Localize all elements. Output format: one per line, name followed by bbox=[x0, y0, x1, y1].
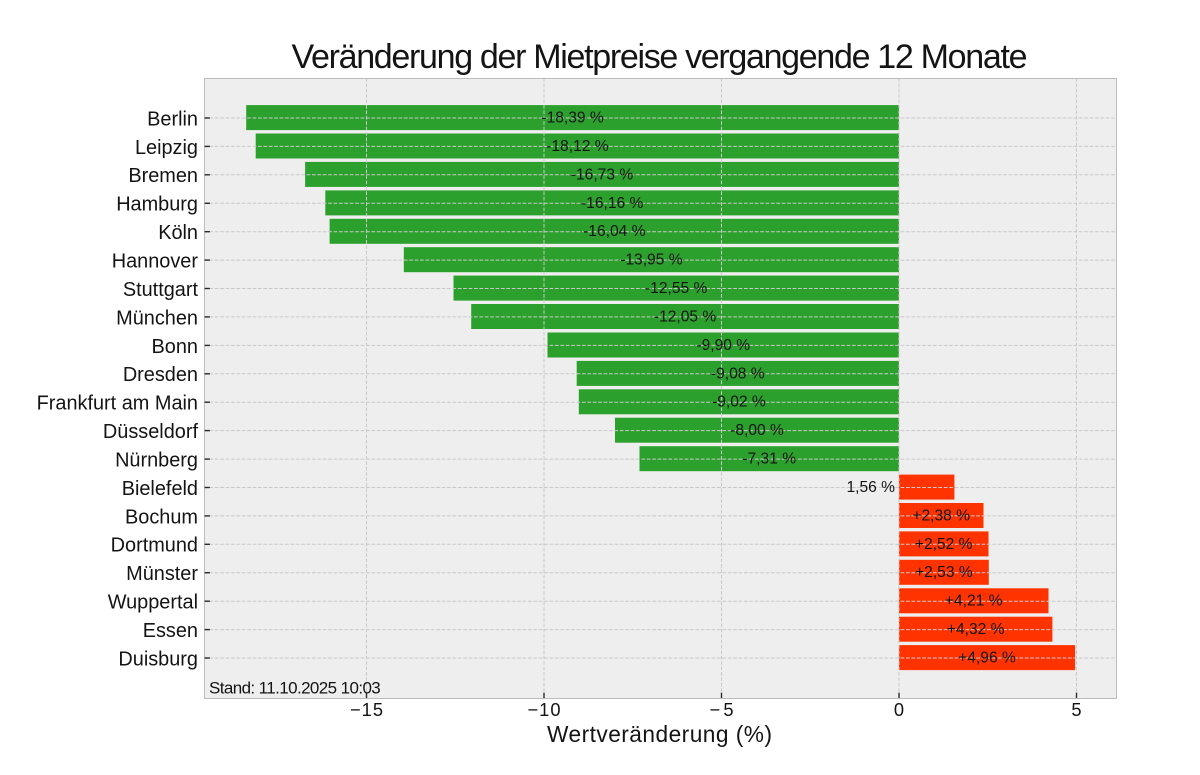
svg-text:-18,39 %: -18,39 % bbox=[541, 110, 604, 127]
svg-text:Düsseldorf: Düsseldorf bbox=[103, 421, 199, 443]
svg-text:Bonn: Bonn bbox=[152, 336, 198, 358]
svg-text:Bremen: Bremen bbox=[128, 165, 198, 187]
svg-text:Stand: 11.10.2025 10:03: Stand: 11.10.2025 10:03 bbox=[209, 679, 380, 698]
svg-text:Bielefeld: Bielefeld bbox=[122, 478, 198, 500]
svg-text:-16,04 %: -16,04 % bbox=[583, 223, 646, 240]
svg-text:-12,05 %: -12,05 % bbox=[654, 308, 717, 325]
svg-text:-18,12 %: -18,12 % bbox=[546, 138, 609, 155]
svg-text:−15: −15 bbox=[350, 699, 383, 720]
svg-text:Köln: Köln bbox=[158, 222, 198, 244]
svg-text:−10: −10 bbox=[528, 699, 561, 720]
svg-text:0: 0 bbox=[894, 699, 904, 720]
svg-text:-9,90 %: -9,90 % bbox=[696, 337, 750, 354]
svg-text:Bochum: Bochum bbox=[125, 506, 198, 528]
svg-text:Duisburg: Duisburg bbox=[118, 648, 198, 670]
svg-text:Leipzig: Leipzig bbox=[135, 137, 198, 159]
svg-text:1,56 %: 1,56 % bbox=[846, 479, 895, 496]
svg-text:+4,32 %: +4,32 % bbox=[947, 621, 1005, 638]
svg-text:Dresden: Dresden bbox=[123, 364, 198, 386]
svg-text:−5: −5 bbox=[710, 699, 734, 720]
svg-text:Nürnberg: Nürnberg bbox=[115, 450, 198, 472]
svg-text:Berlin: Berlin bbox=[147, 108, 198, 130]
svg-text:Wuppertal: Wuppertal bbox=[108, 592, 198, 614]
svg-text:-16,73 %: -16,73 % bbox=[571, 166, 634, 183]
svg-text:-9,08 %: -9,08 % bbox=[711, 365, 765, 382]
svg-text:+2,52 %: +2,52 % bbox=[915, 536, 973, 553]
svg-text:Hamburg: Hamburg bbox=[116, 194, 198, 216]
svg-text:+2,53 %: +2,53 % bbox=[915, 564, 973, 581]
svg-text:Frankfurt am Main: Frankfurt am Main bbox=[37, 393, 198, 415]
svg-text:-16,16 %: -16,16 % bbox=[581, 195, 644, 212]
svg-text:Essen: Essen bbox=[143, 620, 198, 642]
svg-text:-7,31 %: -7,31 % bbox=[742, 451, 796, 468]
svg-text:-13,95 %: -13,95 % bbox=[620, 252, 683, 269]
svg-text:+4,96 %: +4,96 % bbox=[958, 650, 1016, 667]
svg-text:München: München bbox=[116, 307, 198, 329]
svg-text:Hannover: Hannover bbox=[112, 251, 199, 273]
svg-text:-12,55 %: -12,55 % bbox=[645, 280, 708, 297]
svg-text:Veränderung der Mietpreise ver: Veränderung der Mietpreise vergangende 1… bbox=[292, 38, 1028, 76]
svg-text:+4,21 %: +4,21 % bbox=[945, 593, 1003, 610]
svg-text:Wertveränderung (%): Wertveränderung (%) bbox=[547, 721, 772, 747]
svg-text:5: 5 bbox=[1071, 699, 1081, 720]
svg-text:+2,38 %: +2,38 % bbox=[912, 507, 970, 524]
svg-text:Münster: Münster bbox=[126, 563, 198, 585]
svg-text:-9,02 %: -9,02 % bbox=[712, 394, 766, 411]
svg-text:Stuttgart: Stuttgart bbox=[123, 279, 199, 301]
svg-text:-8,00 %: -8,00 % bbox=[730, 422, 784, 439]
svg-text:Dortmund: Dortmund bbox=[111, 535, 198, 557]
